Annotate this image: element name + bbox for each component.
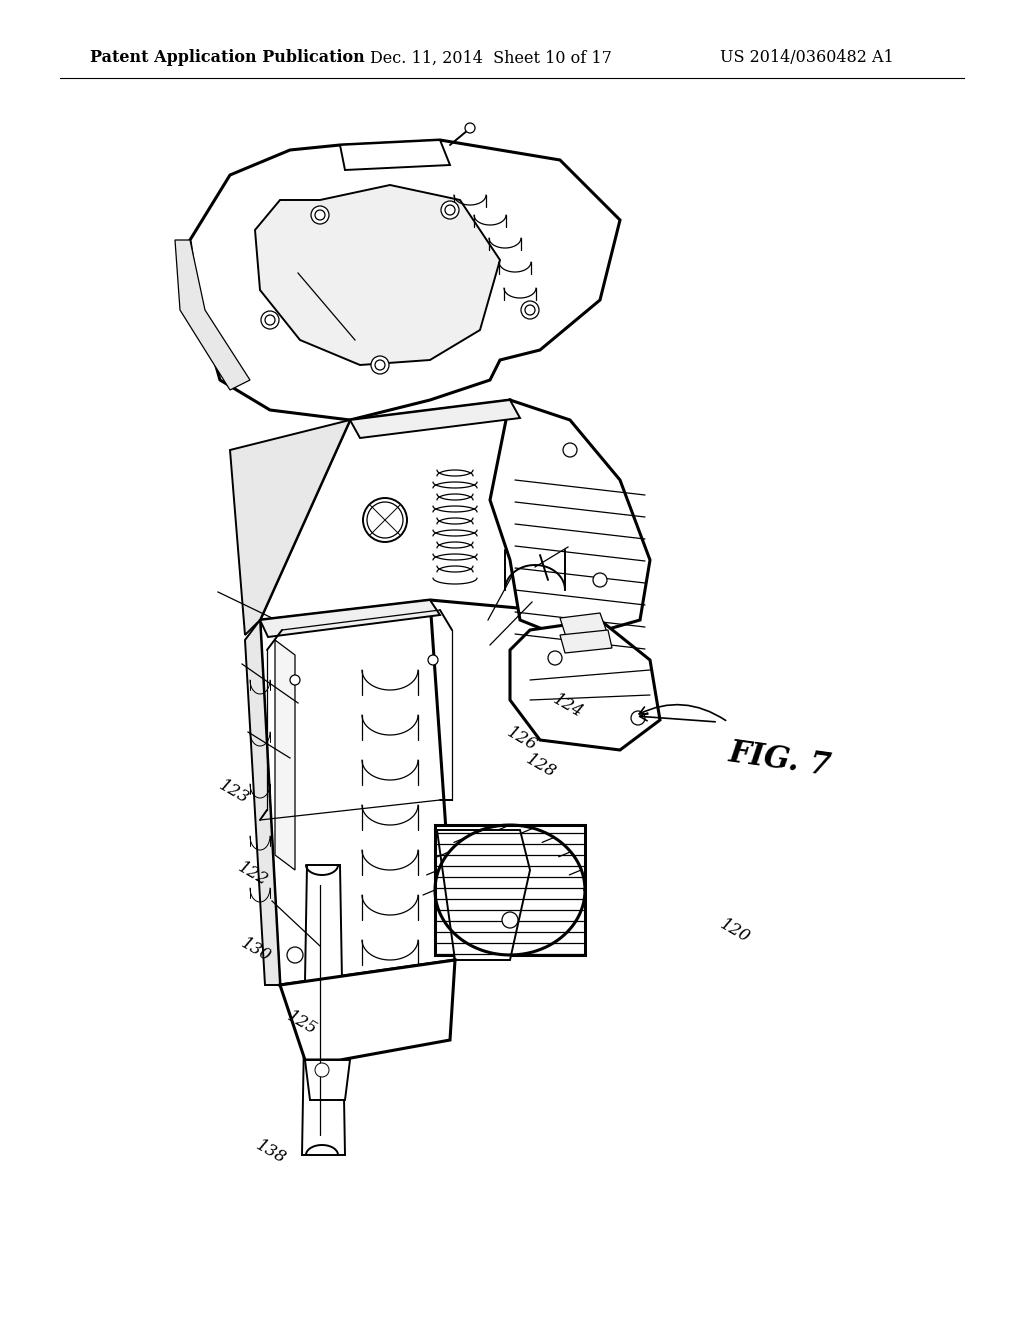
Text: 128: 128 <box>522 750 559 781</box>
Polygon shape <box>190 140 620 420</box>
Polygon shape <box>260 601 455 985</box>
Polygon shape <box>340 140 450 170</box>
Polygon shape <box>560 630 612 653</box>
Text: Dec. 11, 2014  Sheet 10 of 17: Dec. 11, 2014 Sheet 10 of 17 <box>370 49 612 66</box>
Circle shape <box>315 1063 329 1077</box>
Circle shape <box>465 123 475 133</box>
Polygon shape <box>302 865 345 1155</box>
Circle shape <box>563 444 577 457</box>
Text: Patent Application Publication: Patent Application Publication <box>90 49 365 66</box>
Circle shape <box>593 573 607 587</box>
Text: FIG. 7: FIG. 7 <box>727 738 834 783</box>
Polygon shape <box>275 640 295 870</box>
Polygon shape <box>435 825 585 954</box>
Polygon shape <box>280 960 455 1060</box>
Circle shape <box>371 356 389 374</box>
Polygon shape <box>490 400 650 640</box>
Circle shape <box>445 205 455 215</box>
Circle shape <box>265 315 275 325</box>
Polygon shape <box>175 240 250 389</box>
Text: 122: 122 <box>234 858 271 890</box>
Polygon shape <box>350 400 520 438</box>
Circle shape <box>502 912 518 928</box>
Polygon shape <box>560 612 608 640</box>
Circle shape <box>548 651 562 665</box>
Polygon shape <box>255 185 500 366</box>
Circle shape <box>428 655 438 665</box>
Polygon shape <box>510 620 660 750</box>
Circle shape <box>287 946 303 964</box>
Text: 138: 138 <box>253 1137 290 1168</box>
Text: 124: 124 <box>550 690 587 722</box>
Polygon shape <box>305 1060 350 1100</box>
Polygon shape <box>260 601 440 638</box>
Text: 126: 126 <box>504 723 541 755</box>
Circle shape <box>311 206 329 224</box>
Circle shape <box>367 502 403 539</box>
Text: US 2014/0360482 A1: US 2014/0360482 A1 <box>720 49 894 66</box>
Circle shape <box>290 675 300 685</box>
Circle shape <box>362 498 407 543</box>
Circle shape <box>375 360 385 370</box>
Text: 125: 125 <box>284 1007 321 1039</box>
Polygon shape <box>230 420 350 635</box>
Polygon shape <box>260 400 540 620</box>
Circle shape <box>631 711 645 725</box>
Circle shape <box>261 312 279 329</box>
Polygon shape <box>437 830 530 960</box>
Circle shape <box>525 305 535 315</box>
Circle shape <box>521 301 539 319</box>
Circle shape <box>315 210 325 220</box>
Circle shape <box>441 201 459 219</box>
Text: 120: 120 <box>717 915 754 946</box>
Polygon shape <box>245 620 280 985</box>
Text: 123: 123 <box>215 776 252 808</box>
Text: 130: 130 <box>238 935 274 966</box>
